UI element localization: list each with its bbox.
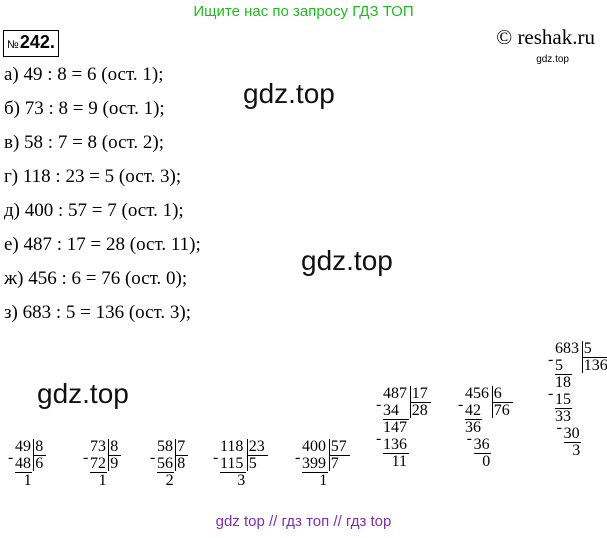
divisor: 6	[493, 385, 502, 402]
divisor: 17	[411, 385, 428, 402]
footer-watermark: gdz top // гдз топ // гдз top	[215, 513, 392, 530]
remainder: 2	[165, 472, 174, 489]
minus-sign: -	[295, 449, 301, 466]
quotient: 28	[411, 402, 428, 419]
subtrahend: 34	[383, 402, 399, 419]
minus-sign: -	[548, 351, 554, 368]
divisor-underline	[328, 455, 350, 456]
subtrahend: 5	[555, 357, 563, 374]
answer-line-v: в) 58 : 7 = 8 (ост. 2);	[4, 132, 165, 153]
divisor-underline	[175, 455, 188, 456]
dividend: 49	[15, 438, 31, 455]
subtrahend: 15	[555, 391, 571, 408]
remainder: 3	[237, 472, 246, 489]
minus-sign: -	[8, 449, 14, 466]
subtraction-line	[15, 472, 33, 473]
subtraction-line	[555, 374, 573, 375]
number-sign: №	[7, 39, 19, 51]
quotient: 6	[35, 455, 44, 472]
quotient: 5	[248, 455, 257, 472]
subtrahend: 136	[383, 436, 407, 453]
dividend: 487	[383, 385, 407, 402]
remainder: 1	[319, 472, 328, 489]
dividend: 400	[302, 438, 326, 455]
subtrahend: 399	[302, 455, 326, 472]
remainder: 1	[23, 472, 32, 489]
quotient: 7	[330, 455, 339, 472]
answer-line-e: е) 487 : 17 = 28 (ост. 11);	[4, 234, 201, 255]
divisor: 7	[177, 438, 186, 455]
watermark: gdz.top	[243, 78, 335, 109]
remainder: 147	[383, 419, 407, 436]
divisor-underline	[246, 455, 268, 456]
subtraction-line	[220, 472, 246, 473]
answer-line-b: б) 73 : 8 = 9 (ост. 1);	[4, 98, 165, 119]
divisor-underline	[33, 455, 46, 456]
divisor-underline	[491, 402, 513, 403]
answer-line-zh: ж) 456 : 6 = 76 (ост. 0);	[4, 268, 188, 289]
divisor-underline	[108, 455, 121, 456]
minus-sign: -	[213, 449, 219, 466]
subtraction-line	[555, 408, 573, 409]
subtrahend: 72	[90, 455, 106, 472]
quotient: 76	[493, 402, 510, 419]
minus-sign: -	[150, 449, 156, 466]
dividend: 73	[90, 438, 106, 455]
minus-sign: -	[556, 419, 562, 436]
subtrahend: 56	[157, 455, 173, 472]
minus-sign: -	[466, 430, 472, 447]
search-banner: Ищите нас по запросу ГДЗ ТОП	[193, 3, 414, 20]
divisor: 57	[330, 438, 347, 455]
site-copyright: © reshak.ru	[496, 25, 595, 49]
subtrahend: 36	[473, 436, 490, 453]
quotient: 9	[110, 455, 119, 472]
divisor: 8	[35, 438, 44, 455]
watermark: gdz.top	[37, 378, 129, 409]
remainder: 3	[572, 442, 581, 459]
divisor: 8	[110, 438, 119, 455]
dividend: 118	[220, 438, 244, 455]
remainder: 33	[555, 408, 571, 425]
remainder: 11	[391, 453, 407, 470]
subtraction-line	[302, 472, 328, 473]
answer-line-z: з) 683 : 5 = 136 (ост. 3);	[4, 302, 192, 323]
site-small-watermark: gdz.top	[536, 54, 569, 65]
divisor: 5	[583, 340, 592, 357]
subtrahend: 48	[15, 455, 31, 472]
answer-line-a: а) 49 : 8 = 6 (ост. 1);	[4, 64, 164, 85]
minus-sign: -	[458, 396, 464, 413]
subtraction-line	[383, 453, 409, 454]
quotient: 8	[177, 455, 186, 472]
remainder: 1	[98, 472, 107, 489]
answer-line-g: г) 118 : 23 = 5 (ост. 3);	[4, 166, 182, 187]
divisor-underline	[581, 357, 607, 358]
minus-sign: -	[548, 385, 554, 402]
subtrahend: 115	[220, 455, 244, 472]
subtraction-line	[465, 419, 483, 420]
exercise-number: 242.	[19, 32, 55, 52]
minus-sign: -	[83, 449, 89, 466]
watermark: gdz.top	[301, 245, 393, 276]
subtraction-line	[90, 472, 108, 473]
subtrahend: 42	[465, 402, 481, 419]
remainder: 36	[465, 419, 481, 436]
exercise-number-badge: №242.	[3, 30, 59, 57]
minus-sign: -	[376, 396, 382, 413]
subtraction-line	[473, 453, 491, 454]
subtraction-line	[157, 472, 175, 473]
subtraction-line	[563, 442, 581, 443]
remainder: 18	[555, 374, 571, 391]
subtrahend: 30	[563, 425, 580, 442]
quotient: 136	[583, 357, 607, 374]
remainder: 0	[482, 453, 491, 470]
divisor-underline	[409, 402, 431, 403]
answer-line-d: д) 400 : 57 = 7 (ост. 1);	[4, 200, 184, 221]
dividend: 456	[465, 385, 489, 402]
subtraction-line	[383, 419, 409, 420]
minus-sign: -	[376, 430, 382, 447]
dividend: 683	[555, 340, 579, 357]
divisor: 23	[248, 438, 265, 455]
dividend: 58	[157, 438, 173, 455]
